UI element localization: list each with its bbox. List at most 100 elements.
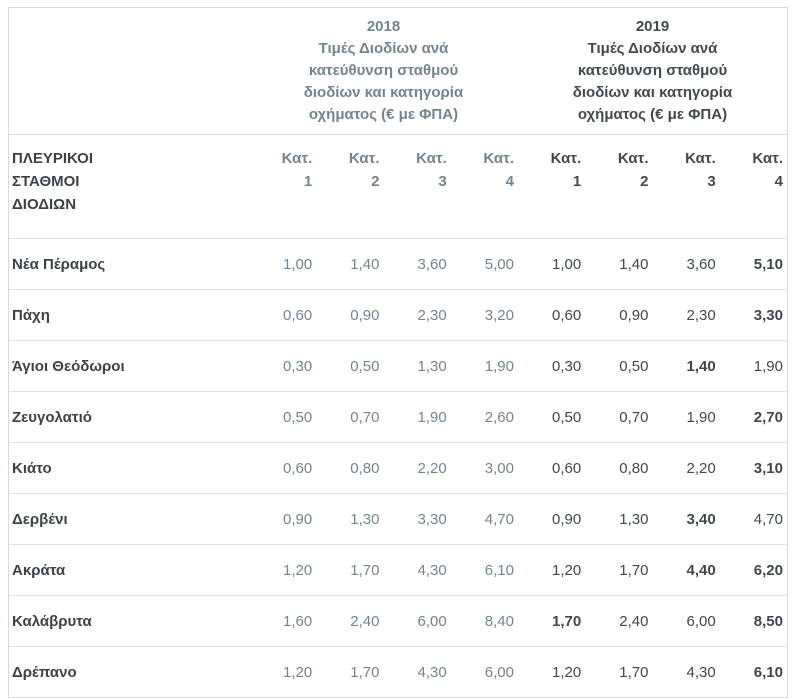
station-label: Καλάβρυτα [12,612,92,630]
price-cell: 1,70 [350,561,380,579]
price-cell: 6,00 [686,612,716,630]
price-cell: 4,30 [417,561,447,579]
price-cell: 1,40 [619,255,649,273]
price-cell: 2,40 [619,612,649,630]
price-cell: 0,30 [552,357,582,375]
price-cell: 1,20 [283,561,313,579]
price-cell: 1,90 [753,357,783,375]
price-cell: 4,30 [417,663,447,681]
price-cell: 1,90 [484,357,514,375]
price-cell: 1,00 [283,255,313,273]
price-cell: 1,30 [350,510,380,528]
price-cell: 0,90 [283,510,313,528]
price-cell: 5,00 [484,255,514,273]
group-header-spacer [9,8,249,135]
price-cell: 1,40 [686,357,716,375]
category-header-2019-kat-2: Κατ. 2 [585,134,653,239]
table-row: Ζευγολατιό 0,50 0,70 1,90 2,60 0,50 0,70 1,90 2,… [9,391,787,443]
price-cell: 3,10 [753,459,783,477]
station-label: Δρέπανο [12,663,77,681]
price-cell: 4,30 [686,663,716,681]
price-cell: 2,30 [417,306,447,324]
price-cell: 0,90 [619,306,649,324]
station-label: Κιάτο [12,459,52,477]
category-header-2018-kat-1: Κατ. 1 [249,134,317,239]
category-header-row: ΠΛΕΥΡΙΚΟΙ ΣΤΑΘΜΟΙ ΔΙΟΔΙΩΝ Κατ. 1 Κατ. 2 Κα… [9,134,787,239]
price-cell: 2,20 [417,459,447,477]
price-cell: 1,90 [417,408,447,426]
price-cell: 0,60 [552,459,582,477]
price-cell: 2,20 [686,459,716,477]
year-label-2018: 2018 [366,18,401,35]
price-cell: 0,30 [283,357,313,375]
price-cell: 4,40 [686,561,716,579]
price-cell: 1,00 [552,255,582,273]
category-header-2019-kat-3: Κατ. 3 [652,134,720,239]
table-row: Ακράτα 1,20 1,70 4,30 6,10 1,20 1,70 4,40 6,20 [9,544,787,596]
table-row: Κιάτο 0,60 0,80 2,20 3,00 0,60 0,80 2,20 3,10 [9,442,787,494]
toll-prices-table-container: 2018 Τιμές Διοδίων ανά κατεύθυνση σταθμο… [8,7,788,698]
category-header-2018-kat-3: Κατ. 3 [383,134,451,239]
station-label: Ακράτα [12,561,66,579]
table-row: Άγιοι Θεόδωροι 0,30 0,50 1,30 1,90 0,30 0,50 1,… [9,340,787,392]
toll-table-body: Νέα Πέραμος 1,00 1,40 3,60 5,00 1,00 1,40 3,60 5… [9,238,787,698]
price-cell: 2,40 [350,612,380,630]
price-cell: 1,70 [552,612,582,630]
station-label: Πάχη [12,306,50,324]
category-header-2019-kat-4: Κατ. 4 [719,134,787,239]
price-cell: 0,80 [350,459,380,477]
category-header-2018-kat-2: Κατ. 2 [316,134,384,239]
price-cell: 1,20 [552,561,582,579]
table-row: Δερβένι 0,90 1,30 3,30 4,70 0,90 1,30 3,40 4,70 [9,493,787,545]
table-row: Δρέπανο 1,20 1,70 4,30 6,00 1,20 1,70 4,30 6,10 [9,646,787,698]
price-cell: 0,70 [619,408,649,426]
price-cell: 1,70 [619,663,649,681]
price-cell: 0,60 [283,306,313,324]
price-cell: 1,40 [350,255,380,273]
price-cell: 0,60 [552,306,582,324]
year-group-header-row: 2018 Τιμές Διοδίων ανά κατεύθυνση σταθμο… [9,8,787,135]
price-cell: 8,40 [484,612,514,630]
price-cell: 3,20 [484,306,514,324]
price-cell: 4,70 [753,510,783,528]
year-label-2019: 2019 [635,18,670,35]
price-cell: 6,10 [753,663,783,681]
toll-prices-table: 2018 Τιμές Διοδίων ανά κατεύθυνση σταθμο… [9,8,787,697]
price-cell: 2,30 [686,306,716,324]
price-cell: 5,10 [753,255,783,273]
price-cell: 1,30 [619,510,649,528]
price-cell: 0,50 [283,408,313,426]
price-cell: 0,90 [350,306,380,324]
price-cell: 0,90 [552,510,582,528]
price-cell: 0,80 [619,459,649,477]
price-cell: 2,60 [484,408,514,426]
price-cell: 1,70 [350,663,380,681]
category-header-2019-kat-1: Κατ. 1 [518,134,586,239]
category-header-2018-kat-4: Κατ. 4 [450,134,518,239]
price-cell: 1,20 [552,663,582,681]
year-subtitle-2019: Τιμές Διοδίων ανά κατεύθυνση σταθμού διο… [572,40,733,123]
row-group-title: ΠΛΕΥΡΙΚΟΙ ΣΤΑΘΜΟΙ ΔΙΟΔΙΩΝ [9,134,249,239]
station-label: Δερβένι [12,510,68,528]
price-cell: 1,70 [619,561,649,579]
station-label: Ζευγολατιό [12,408,92,426]
price-cell: 1,60 [283,612,313,630]
price-cell: 6,00 [417,612,447,630]
price-cell: 0,50 [619,357,649,375]
price-cell: 6,20 [753,561,783,579]
price-cell: 2,70 [753,408,783,426]
price-cell: 1,20 [283,663,313,681]
station-label: Άγιοι Θεόδωροι [12,357,125,375]
price-cell: 3,00 [484,459,514,477]
price-cell: 0,50 [350,357,380,375]
price-cell: 6,10 [484,561,514,579]
price-cell: 3,30 [753,306,783,324]
price-cell: 3,60 [417,255,447,273]
table-row: Πάχη 0,60 0,90 2,30 3,20 0,60 0,90 2,30 3,30 [9,289,787,341]
price-cell: 0,60 [283,459,313,477]
price-cell: 8,50 [753,612,783,630]
station-label: Νέα Πέραμος [12,255,106,273]
price-cell: 4,70 [484,510,514,528]
table-row: Νέα Πέραμος 1,00 1,40 3,60 5,00 1,00 1,40 3,60 5… [9,238,787,290]
price-cell: 3,60 [686,255,716,273]
